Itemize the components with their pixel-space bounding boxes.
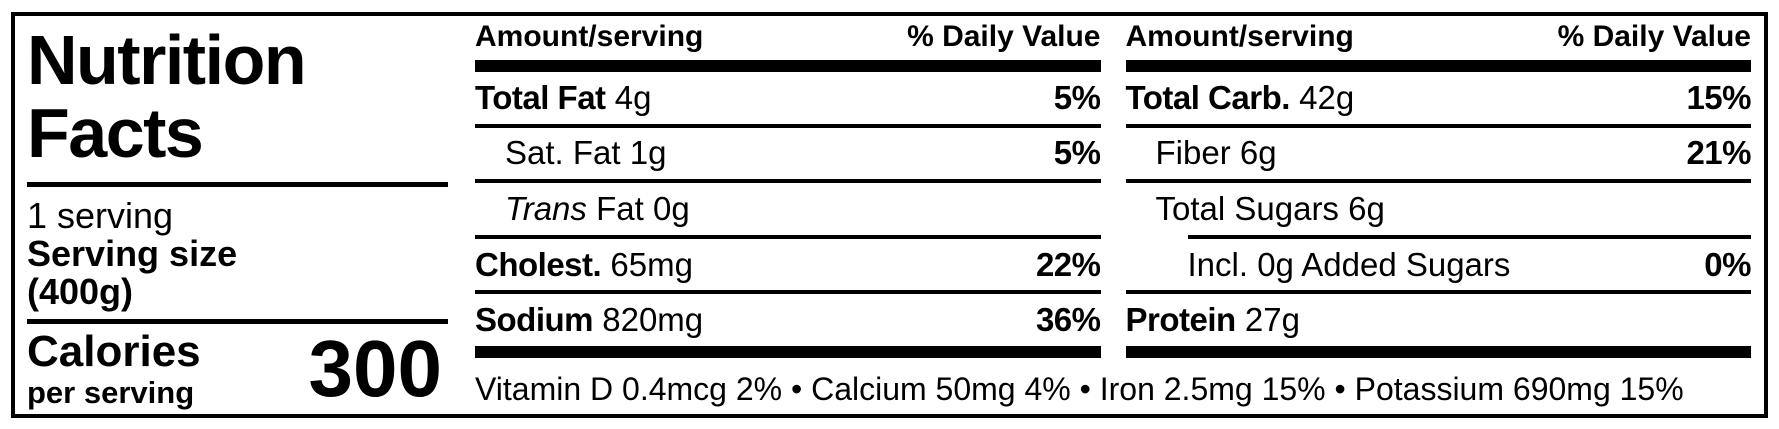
serving-info: 1 serving Serving size (400g) (27, 194, 471, 312)
column-header: Amount/serving % Daily Value (1126, 16, 1752, 60)
nutrition-facts-label: Nutrition Facts 1 serving Serving size (… (11, 12, 1768, 418)
nutrient-amount: 6g (1239, 134, 1277, 172)
amount-per-serving-header: Amount/serving (475, 20, 704, 53)
daily-value: 0% (1704, 245, 1751, 283)
nutrient-name: Fiber (1155, 134, 1231, 172)
nutrient-rows: Total Carb. 42g 15% Fiber 6g 21% Total Sugars 6… (1125, 72, 1752, 346)
nutrient-amount: 1g (629, 134, 667, 172)
nutrient-name: Cholest. (475, 245, 602, 283)
nutrient-row: Fiber 6g 21% (1126, 128, 1752, 180)
daily-value-header: % Daily Value (907, 20, 1101, 53)
calories-label: Calories (27, 327, 201, 376)
nutrient-row: Total Sugars 6g (1126, 183, 1752, 235)
nutrient-table: Amount/serving % Daily Value Total Fat 4g… (475, 16, 1764, 414)
nutrient-row: Sat. Fat 1g 5% (475, 128, 1101, 180)
row-divider (475, 234, 1101, 239)
servings-per-container: 1 serving (27, 194, 174, 236)
nutrient-name: Total Carb. (1125, 78, 1291, 116)
row-divider (1125, 290, 1751, 295)
nutrient-amount: 6g (1348, 189, 1385, 227)
nutrient-row: Total Carb. 42g 15% (1126, 72, 1752, 124)
nutrient-name: Trans (505, 189, 587, 227)
micronutrient-line: Vitamin D 0.4mcg 2% • Calcium 50mg 4% • … (475, 370, 1684, 407)
daily-value-header: % Daily Value (1557, 20, 1751, 53)
nutrient-name: Sodium (475, 301, 594, 339)
row-divider (1187, 234, 1751, 239)
nutrient-row: Total Fat 4g 5% (475, 72, 1101, 124)
nutrient-column-left: Amount/serving % Daily Value Total Fat 4g… (475, 16, 1101, 358)
daily-value: 21% (1686, 134, 1751, 172)
nutrient-name: Total Fat (475, 78, 606, 116)
nutrient-name: Protein (1125, 301, 1237, 339)
row-divider (475, 179, 1101, 184)
nutrient-row: Sodium 820mg 36% (475, 294, 1101, 346)
nutrient-rows: Total Fat 4g 5% Sat. Fat 1g 5% Trans Fat 0g Chol… (475, 72, 1101, 346)
nutrient-column-right: Amount/serving % Daily Value Total Carb.… (1125, 16, 1752, 358)
row-divider (475, 123, 1101, 128)
serving-size-label: Serving size (27, 232, 238, 274)
daily-value: 15% (1686, 78, 1751, 116)
header-bar (1125, 60, 1751, 72)
row-divider (1125, 179, 1751, 184)
nutrient-amount: 27g (1244, 301, 1300, 339)
daily-value: 5% (1053, 134, 1101, 172)
daily-value: 22% (1035, 245, 1101, 283)
footer-bar (475, 346, 1101, 358)
nutrient-row: Trans Fat 0g (475, 183, 1101, 235)
nutrient-name: Total Sugars (1155, 189, 1339, 227)
calories-sublabel: per serving (27, 375, 195, 410)
daily-value: 5% (1053, 78, 1101, 116)
nutrient-amount: 4g (614, 78, 652, 116)
title-line-1: Nutrition (27, 21, 307, 99)
daily-value: 36% (1035, 301, 1101, 339)
nutrient-amount: 820mg (602, 301, 704, 339)
nutrient-name: Incl. 0g Added Sugars (1187, 245, 1511, 283)
nutrient-amount: Fat 0g (596, 189, 690, 227)
nutrition-facts-title: Nutrition Facts (27, 24, 471, 170)
row-divider (475, 290, 1101, 295)
nutrient-row: Protein 27g (1126, 294, 1752, 346)
nutrient-amount: 42g (1299, 78, 1355, 116)
row-divider (1125, 123, 1751, 128)
title-divider (27, 181, 448, 187)
calories-value: 300 (308, 324, 442, 413)
column-header: Amount/serving % Daily Value (475, 16, 1101, 60)
label-left-panel: Nutrition Facts 1 serving Serving size (… (15, 16, 471, 414)
nutrient-row: Cholest. 65mg 22% (475, 239, 1101, 291)
header-bar (475, 60, 1101, 72)
nutrient-name: Sat. Fat (505, 134, 621, 172)
footer-bar (1125, 346, 1751, 358)
calories-section: Calories per serving 300 (27, 324, 448, 413)
serving-size-value: (400g) (27, 270, 134, 312)
calories-divider (27, 319, 448, 324)
title-line-2: Facts (27, 93, 204, 172)
nutrient-amount: 65mg (610, 245, 693, 283)
amount-per-serving-header: Amount/serving (1125, 20, 1354, 53)
nutrient-row: Incl. 0g Added Sugars 0% (1126, 239, 1752, 291)
